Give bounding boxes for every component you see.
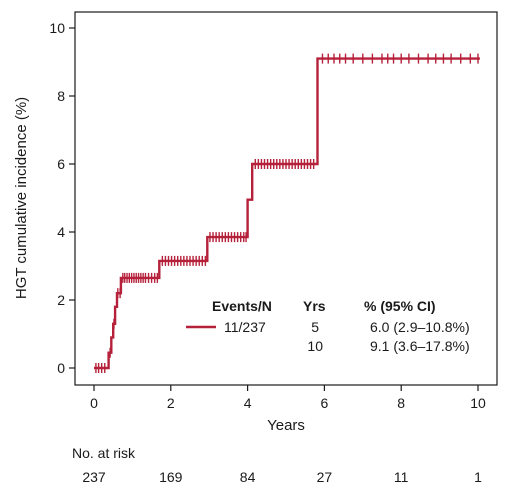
x-axis-title: Years xyxy=(267,417,305,434)
x-tick-label: 2 xyxy=(167,395,175,411)
legend-row-1-events: 11/237 xyxy=(224,319,266,335)
at-risk-value: 84 xyxy=(240,469,256,485)
at-risk-value: 27 xyxy=(317,469,333,485)
plot-border xyxy=(74,11,498,386)
x-tick-label: 0 xyxy=(90,395,98,411)
at-risk-value: 237 xyxy=(82,469,106,485)
x-axis-ticks: 0 2 4 6 8 10 xyxy=(90,385,486,411)
y-tick-label: 0 xyxy=(57,360,65,376)
at-risk-title: No. at risk xyxy=(72,445,136,461)
at-risk-values: 237 169 84 27 11 1 xyxy=(82,469,482,485)
legend-row-2-ci: 9.1 (3.6–17.8%) xyxy=(370,338,470,354)
y-tick-label: 4 xyxy=(57,224,65,240)
y-tick-label: 6 xyxy=(57,156,65,172)
y-tick-label: 8 xyxy=(57,88,65,104)
legend-row-1-yrs: 5 xyxy=(311,319,319,335)
legend: Events/N Yrs % (95% CI) 11/237 5 6.0 (2.… xyxy=(186,298,470,354)
x-tick-label: 10 xyxy=(470,395,486,411)
y-tick-label: 2 xyxy=(57,292,65,308)
legend-row-2-yrs: 10 xyxy=(307,338,323,354)
x-tick-label: 6 xyxy=(321,395,329,411)
legend-header-events: Events/N xyxy=(212,298,272,314)
y-tick-label: 10 xyxy=(49,20,65,36)
series-group xyxy=(94,53,480,373)
y-axis-ticks: 0 2 4 6 8 10 xyxy=(49,20,75,376)
at-risk-value: 169 xyxy=(159,469,183,485)
legend-row-1-ci: 6.0 (2.9–10.8%) xyxy=(370,319,470,335)
y-axis-title: HGT cumulative incidence (%) xyxy=(13,97,30,299)
at-risk-value: 11 xyxy=(394,469,409,485)
series-step-line xyxy=(94,57,480,370)
plot-frame xyxy=(74,11,498,386)
x-tick-label: 4 xyxy=(244,395,252,411)
legend-header-ci: % (95% CI) xyxy=(364,298,436,314)
x-tick-label: 8 xyxy=(397,395,405,411)
legend-header-yrs: Yrs xyxy=(303,298,326,314)
at-risk-value: 1 xyxy=(474,469,482,485)
